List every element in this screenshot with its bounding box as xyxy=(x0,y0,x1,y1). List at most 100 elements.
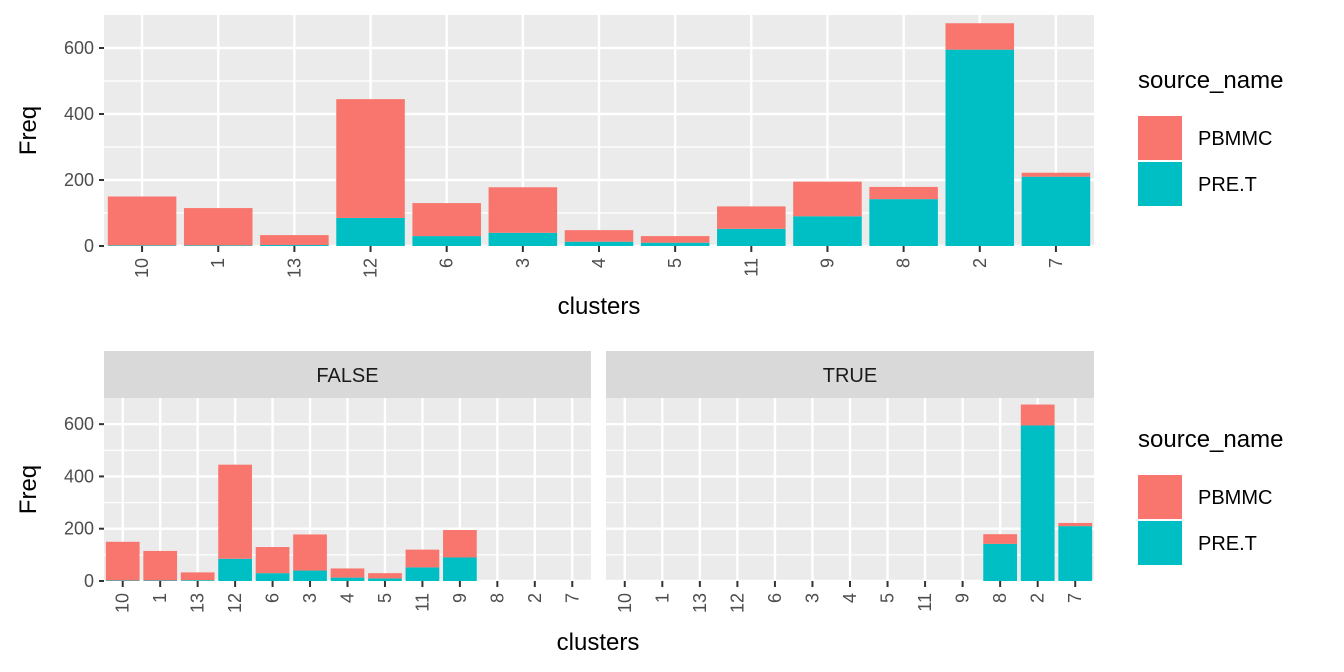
facet-true-bar-pbmmc-2 xyxy=(1020,404,1055,426)
facet-true-x-tick-label: 8 xyxy=(990,593,1010,603)
top-bar-pbmmc-3 xyxy=(488,187,558,233)
facet-false-bar-pbmmc-3 xyxy=(293,534,327,571)
bottom-legend-title: source_name xyxy=(1138,426,1283,453)
bottom-legend-key-pbmmc xyxy=(1138,475,1182,519)
facet-false-bar-pbmmc-6 xyxy=(255,547,290,574)
top-x-axis-title: clusters xyxy=(558,293,641,320)
top-legend-title: source_name xyxy=(1138,67,1283,94)
facet-false-strip xyxy=(104,351,591,398)
top-bar-pbmmc-12 xyxy=(336,99,405,218)
top-x-tick-label: 7 xyxy=(1046,258,1066,268)
top-legend-label: PBMMC xyxy=(1198,128,1272,150)
top-bar-pbmmc-5 xyxy=(640,236,710,243)
facet-false-bar-pret-11 xyxy=(405,567,440,581)
facet-false-x-tick-label: 7 xyxy=(562,593,582,603)
facet-false-x-tick-label: 12 xyxy=(225,593,245,613)
facet-true-x-tick-label: 13 xyxy=(690,593,710,613)
facet-false-bar-pbmmc-12 xyxy=(218,464,252,559)
top-y-tick-label: 200 xyxy=(64,170,94,190)
facet-false-bar-pbmmc-4 xyxy=(330,568,365,578)
top-x-tick-label: 5 xyxy=(665,258,685,268)
top-bar-pret-9 xyxy=(793,216,862,246)
bottom-legend-label: PRE.T xyxy=(1198,533,1257,555)
top-x-tick-label: 13 xyxy=(284,258,304,278)
facet-true-x-tick-label: 5 xyxy=(878,593,898,603)
top-x-tick-label: 1 xyxy=(208,258,228,268)
facet-false-x-tick-label: 6 xyxy=(263,593,283,603)
top-y-tick-label: 0 xyxy=(84,236,94,256)
top-bar-pbmmc-1 xyxy=(183,208,253,246)
top-bar-pret-4 xyxy=(564,241,634,246)
facet-false-x-tick-label: 9 xyxy=(450,593,470,603)
facet-false-x-tick-label: 11 xyxy=(412,593,432,612)
facet-false-bar-pret-10 xyxy=(105,580,140,581)
facet-false-x-tick-label: 4 xyxy=(338,593,358,603)
top-bar-pret-7 xyxy=(1021,176,1091,246)
facet-true-x-tick-label: 9 xyxy=(953,593,973,603)
top-y-axis-title: Freq xyxy=(15,106,42,155)
top-bar-pret-3 xyxy=(488,232,558,246)
top-y-tick-label: 400 xyxy=(64,104,94,124)
top-x-tick-label: 8 xyxy=(894,258,914,268)
facet-false-bar-pbmmc-11 xyxy=(405,549,440,568)
top-x-tick-label: 9 xyxy=(817,258,837,268)
facet-true-bar-pret-2 xyxy=(1020,425,1055,581)
facet-false-y-tick-label: 400 xyxy=(64,466,94,486)
facet-true-bar-pbmmc-8 xyxy=(983,534,1018,544)
top-bar-pret-8 xyxy=(869,199,938,246)
facet-true-strip-label: TRUE xyxy=(823,365,877,387)
facet-false-bar-pret-1 xyxy=(143,580,178,581)
top-bar-pret-11 xyxy=(717,228,786,246)
top-bar-pbmmc-9 xyxy=(793,181,862,217)
top-bar-pret-10 xyxy=(107,245,177,246)
bottom-legend-label: PBMMC xyxy=(1198,487,1272,509)
facet-true-x-tick-label: 10 xyxy=(615,593,635,613)
top-x-tick-label: 2 xyxy=(970,258,990,268)
facet-false-strip-label: FALSE xyxy=(316,365,378,387)
facet-false-y-tick-label: 200 xyxy=(64,519,94,539)
top-x-tick-label: 4 xyxy=(589,258,609,268)
facet-false-x-tick-label: 1 xyxy=(150,593,170,603)
facet-false-y-tick-label: 600 xyxy=(64,414,94,434)
bottom-y-axis-title: Freq xyxy=(15,465,42,514)
facet-false-x-tick-label: 3 xyxy=(300,593,320,603)
facet-true-x-tick-label: 6 xyxy=(765,593,785,603)
top-x-tick-label: 6 xyxy=(437,258,457,268)
facet-false-x-tick-label: 10 xyxy=(113,593,133,613)
facet-false-bar-pbmmc-5 xyxy=(368,573,402,579)
top-bar-pbmmc-11 xyxy=(717,206,786,229)
facet-true-strip xyxy=(606,351,1094,398)
top-bar-pbmmc-2 xyxy=(945,23,1015,50)
top-chart: 0 200 400 600 10 1 13 12 6 3 4 5 11 9 8 2 7 clusters Freq s… xyxy=(15,15,1283,320)
facet-false-bar-pret-5 xyxy=(368,578,402,581)
facet-true-x-tick-label: 2 xyxy=(1028,593,1048,603)
facet-false-x-tick-label: 8 xyxy=(487,593,507,603)
facet-true-x-tick-label: 1 xyxy=(652,593,672,603)
top-bar-pret-1 xyxy=(183,245,253,246)
bottom-x-axis-title: clusters xyxy=(557,629,640,656)
top-bar-pret-6 xyxy=(412,236,481,246)
top-y-tick-label: 600 xyxy=(64,38,94,58)
facet-false-bar-pret-6 xyxy=(255,573,290,581)
top-x-tick-label: 11 xyxy=(741,258,761,277)
facet-true-bar-pbmmc-7 xyxy=(1058,522,1093,527)
top-bar-pbmmc-6 xyxy=(412,203,481,237)
top-x-tick-label: 10 xyxy=(132,258,152,278)
top-x-tick-label: 3 xyxy=(513,258,533,268)
top-bar-pret-13 xyxy=(260,245,329,246)
top-legend-label: PRE.T xyxy=(1198,174,1257,196)
top-bar-pbmmc-8 xyxy=(869,186,938,200)
facet-false-bar-pbmmc-9 xyxy=(443,530,477,558)
top-x-tick-label: 12 xyxy=(361,258,381,278)
facet-false-bar-pret-13 xyxy=(180,580,215,581)
facet-false-x-tick-label: 2 xyxy=(525,593,545,603)
facet-false-bar-pret-3 xyxy=(293,570,327,581)
facet-true-x-tick-label: 4 xyxy=(840,593,860,603)
bottom-legend-key-pret xyxy=(1138,521,1182,565)
facet-false-bar-pret-9 xyxy=(443,557,477,581)
top-bar-pbmmc-13 xyxy=(260,235,329,246)
facet-true-x-tick-label: 12 xyxy=(727,593,747,613)
facet-false-bar-pbmmc-13 xyxy=(180,572,215,581)
